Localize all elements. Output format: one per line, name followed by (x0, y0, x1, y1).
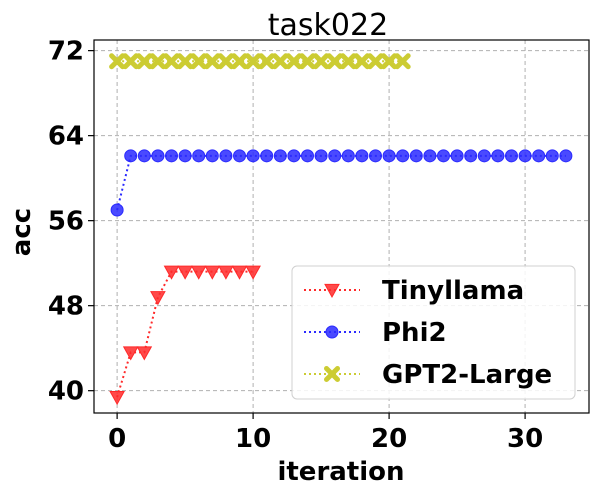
data-point (177, 53, 194, 70)
plot-frame (93, 39, 590, 414)
data-point (122, 53, 139, 70)
x-tick-label: 0 (108, 424, 126, 454)
data-point (285, 53, 302, 70)
data-point (218, 265, 234, 280)
data-point (341, 149, 355, 163)
data-point (149, 53, 166, 70)
data-point (367, 53, 384, 70)
data-point (219, 149, 233, 163)
legend-label: GPT2-Large (382, 360, 552, 390)
data-point (559, 149, 573, 163)
x-tick-label: 30 (507, 424, 543, 454)
series-layer (109, 53, 573, 406)
data-point (246, 149, 260, 163)
data-point (518, 149, 532, 163)
data-point (122, 346, 139, 361)
y-tick-label: 56 (48, 207, 84, 237)
series-tinyllama (109, 265, 261, 406)
data-point (450, 149, 464, 163)
series-gpt2-large (109, 53, 411, 70)
data-point (151, 149, 165, 163)
y-tick-label: 72 (48, 37, 84, 67)
data-point (190, 53, 207, 70)
data-point (190, 265, 207, 280)
data-point (272, 53, 289, 70)
data-point (136, 53, 153, 70)
x-tick-label: 10 (235, 424, 271, 454)
legend-entry: GPT2-Large (304, 360, 552, 390)
series-line (116, 270, 254, 398)
y-axis-label: acc (7, 208, 37, 256)
legend-marker (324, 283, 340, 299)
data-point (314, 149, 328, 163)
legend-marker (324, 366, 340, 382)
data-point (163, 53, 180, 70)
data-point (192, 149, 206, 163)
legend-label: Phi2 (382, 318, 447, 348)
data-point (136, 346, 153, 361)
data-point (396, 149, 410, 163)
data-point (287, 149, 301, 163)
data-point (299, 53, 316, 70)
data-point (381, 53, 398, 70)
legend-box (291, 265, 576, 400)
data-point (326, 53, 343, 70)
data-point (124, 149, 138, 163)
data-point (165, 149, 179, 163)
data-point (177, 265, 193, 280)
data-point (109, 390, 125, 406)
data-point (353, 53, 370, 70)
legend-label: Tinyllama (382, 276, 524, 306)
data-point (258, 53, 275, 70)
legend: Tinyllama Phi2 GPT2-Large (291, 265, 576, 400)
x-tick-label: 20 (371, 424, 407, 454)
data-point (204, 265, 221, 280)
ticks: 0 10 20 30 40 48 56 64 72 (48, 37, 543, 454)
data-point (545, 149, 559, 163)
legend-entry: Tinyllama (304, 276, 524, 306)
data-point (137, 149, 151, 163)
data-point (423, 149, 437, 163)
data-point (355, 149, 369, 163)
data-point (245, 53, 262, 70)
data-point (394, 53, 411, 70)
data-point (532, 149, 546, 163)
y-tick-label: 48 (48, 292, 84, 322)
data-point (368, 149, 382, 163)
legend-entry: Phi2 (304, 318, 447, 348)
data-point (491, 149, 505, 163)
data-point (409, 149, 423, 163)
data-point (204, 53, 221, 70)
data-point (205, 149, 219, 163)
data-point (313, 53, 330, 70)
data-point (382, 149, 396, 163)
data-point (217, 53, 234, 70)
data-point (260, 149, 274, 163)
data-point (273, 149, 287, 163)
data-point (233, 149, 247, 163)
data-point (328, 149, 342, 163)
data-point (340, 53, 357, 70)
chart-title: task022 (268, 8, 388, 43)
legend-marker (325, 325, 339, 339)
y-tick-label: 64 (48, 122, 84, 152)
data-point (163, 265, 180, 280)
series-phi2 (110, 149, 573, 217)
data-point (231, 53, 248, 70)
y-tick-label: 40 (48, 377, 84, 407)
data-point (464, 149, 478, 163)
data-point (110, 203, 124, 217)
data-point (301, 149, 315, 163)
data-point (178, 149, 192, 163)
data-point (150, 291, 166, 306)
x-axis-label: iteration (277, 457, 404, 487)
data-point (504, 149, 518, 163)
series-line (116, 154, 566, 211)
data-point (245, 265, 261, 280)
data-point (477, 149, 491, 163)
data-point (109, 53, 126, 70)
data-point (231, 265, 248, 280)
data-point (436, 149, 450, 163)
